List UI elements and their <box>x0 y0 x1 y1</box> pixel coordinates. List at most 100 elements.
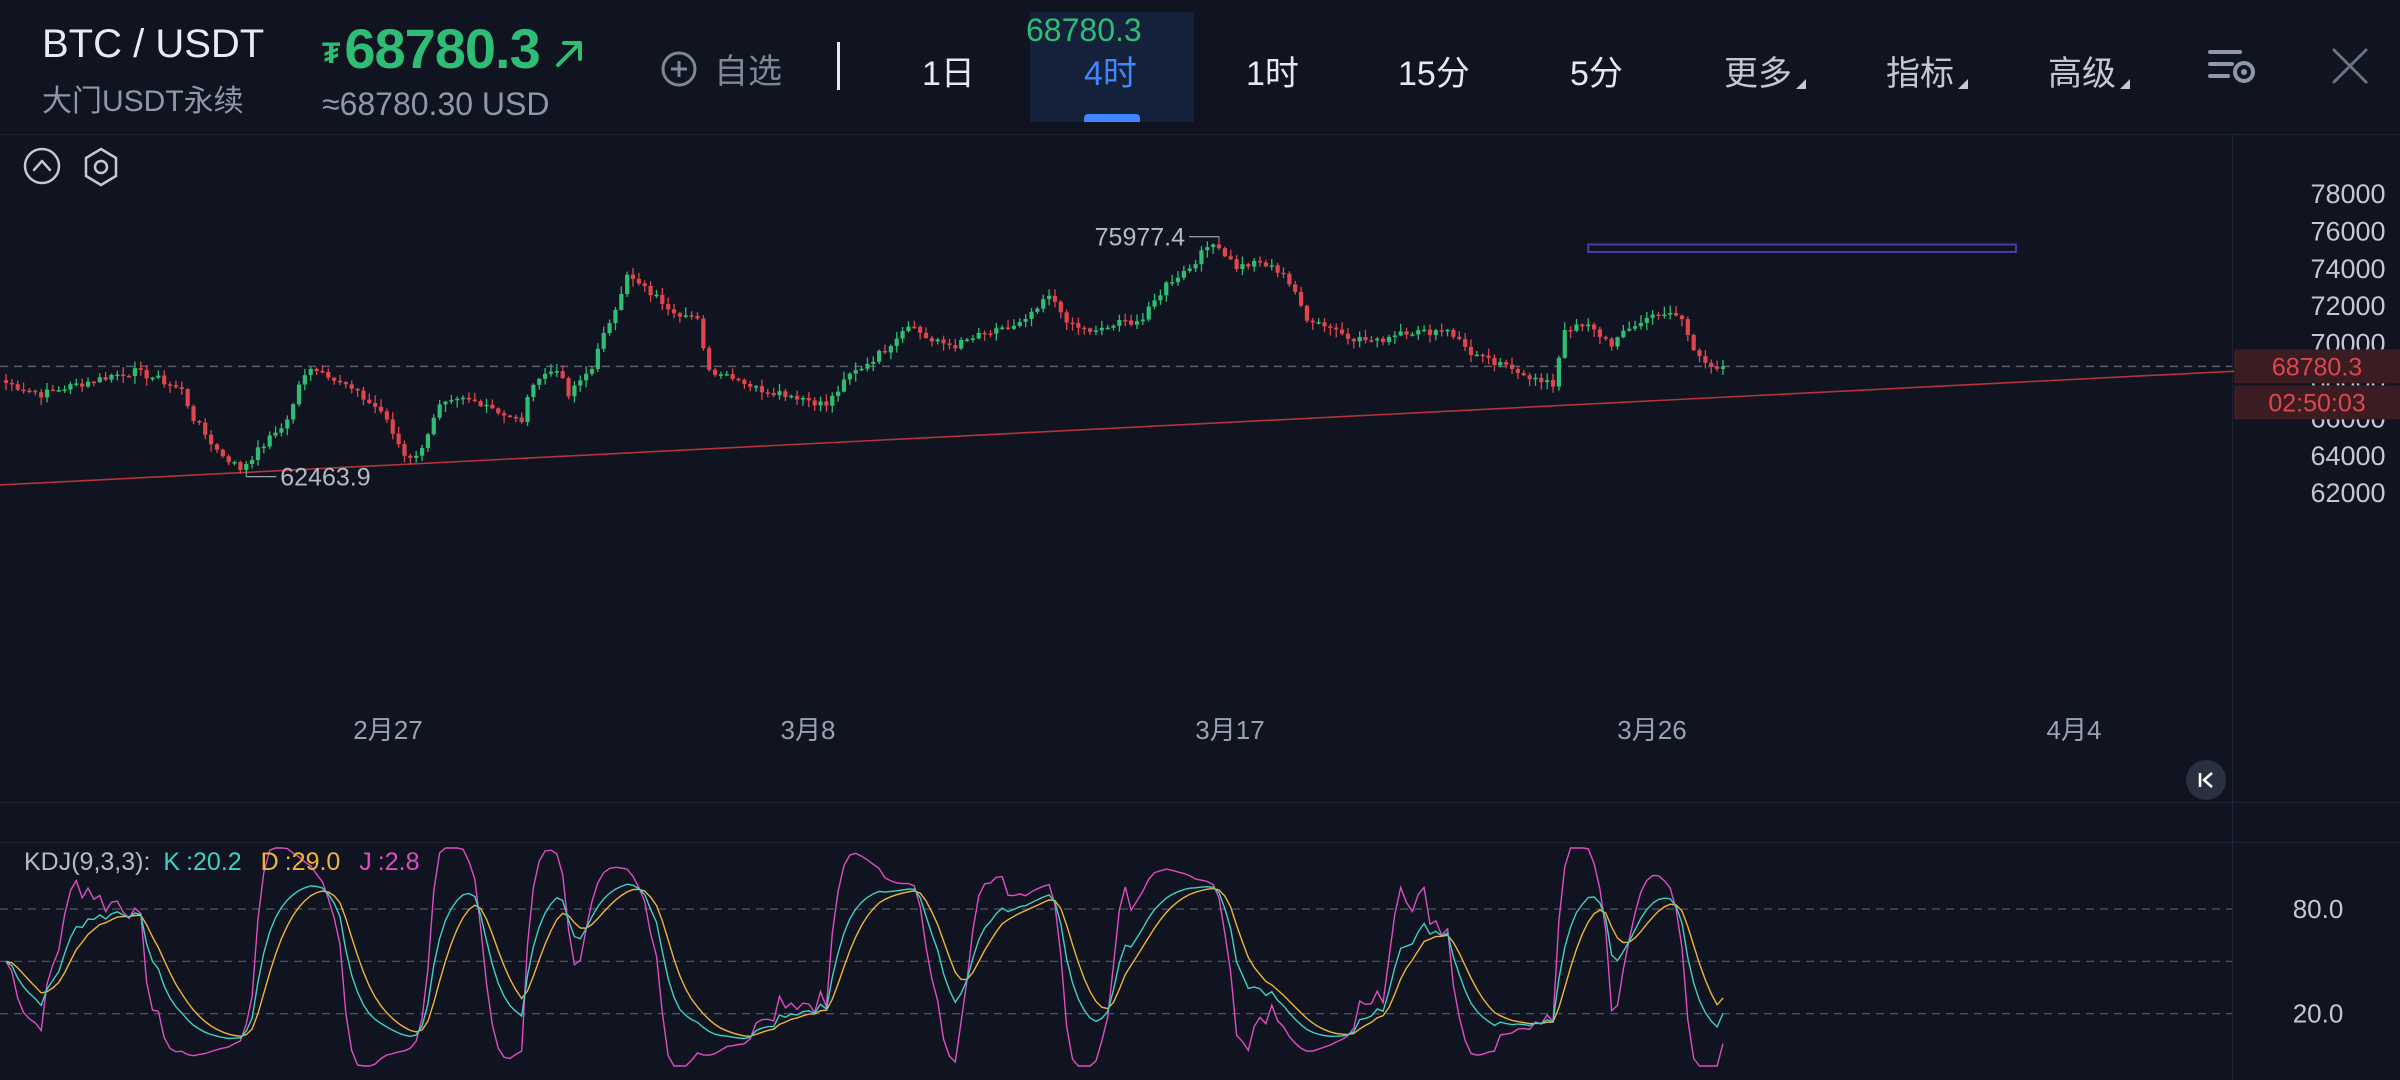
active-tab-highlight <box>1030 12 1194 122</box>
indicators-dropdown[interactable]: 指标 <box>1886 46 1968 95</box>
more-dropdown[interactable]: 更多 <box>1724 46 1806 95</box>
candle-body <box>419 447 425 456</box>
candle-body <box>1046 295 1052 300</box>
candle-body <box>1498 362 1503 366</box>
chart-settings-icon[interactable] <box>2206 44 2258 88</box>
candle-body <box>1164 282 1169 296</box>
candle-body <box>1134 321 1140 325</box>
candle-body <box>167 384 173 386</box>
countdown-tag-bg <box>2234 385 2400 420</box>
candle-body <box>1017 321 1022 326</box>
candle-body <box>1556 357 1561 387</box>
candle-body <box>50 389 55 392</box>
candle-body <box>1515 369 1520 374</box>
candle-body <box>1351 338 1356 342</box>
favorite-label: 自选 <box>714 53 782 91</box>
candle-body <box>27 390 32 392</box>
candle-body <box>9 382 14 385</box>
candle-body <box>21 389 26 392</box>
tab-1d[interactable]: 1日 <box>922 55 975 93</box>
candle-body <box>1070 322 1075 325</box>
candle-body <box>267 435 272 447</box>
candle-body <box>449 400 454 402</box>
time-axis-tick: 3月17 <box>1195 715 1264 745</box>
candle-body <box>894 338 899 347</box>
scroll-to-latest-button[interactable] <box>2186 760 2226 800</box>
time-axis-tick: 4月4 <box>2047 715 2102 745</box>
candle-body <box>296 384 302 405</box>
tab-1h[interactable]: 1时 <box>1246 55 1299 93</box>
candle-body <box>1211 244 1216 248</box>
candle-body <box>332 377 337 381</box>
candle-body <box>1339 329 1345 334</box>
candle-body <box>607 323 612 334</box>
tab-15m[interactable]: 15分 <box>1398 55 1470 93</box>
candle-body <box>1650 314 1655 318</box>
candle-body <box>753 386 759 388</box>
candle-body <box>795 395 800 400</box>
candle-body <box>273 432 278 436</box>
candle-body <box>1035 308 1040 312</box>
candle-body <box>115 374 120 377</box>
candle-body <box>496 408 501 414</box>
candle-body <box>378 406 384 412</box>
candle-body <box>566 378 571 397</box>
close-icon[interactable] <box>2330 46 2370 86</box>
candle-body <box>1691 334 1696 351</box>
candle-body <box>1328 326 1333 328</box>
candle-body <box>1058 301 1063 313</box>
candle-body <box>191 406 196 421</box>
candle-body <box>279 428 284 433</box>
price-display: ₮ 68780.3 <box>322 16 590 81</box>
candle-body <box>1123 320 1128 322</box>
tab-5m[interactable]: 5分 <box>1570 55 1623 93</box>
kdj-indicator-chart[interactable]: 80.0 20.0 <box>0 842 2400 1080</box>
candle-body <box>1140 319 1145 322</box>
price-axis-divider <box>2232 134 2233 1080</box>
candlestick-chart[interactable]: 7800076000740007200070000680006600064000… <box>0 134 2400 802</box>
advanced-dropdown[interactable]: 高级 <box>2048 46 2130 95</box>
candle-body <box>1269 265 1274 267</box>
candle-body <box>642 283 647 286</box>
candle-body <box>1568 330 1573 332</box>
tab-4h[interactable]: 4时 <box>1084 55 1137 93</box>
advanced-label: 高级 <box>2048 55 2116 93</box>
candle-body <box>103 377 108 380</box>
candle-body <box>1310 320 1315 323</box>
kdj-axis-tick: 80.0 <box>2293 894 2344 924</box>
skip-to-end-icon <box>2198 772 2213 788</box>
kdj-j-value: J:2.8 <box>359 848 420 876</box>
candle-body <box>250 460 255 464</box>
pair-title[interactable]: BTC / USDT <box>42 22 265 66</box>
candle-body <box>1088 328 1093 332</box>
candle-body <box>595 348 600 369</box>
candle-body <box>1404 331 1409 335</box>
candle-body <box>326 372 331 378</box>
candle-body <box>1234 259 1239 270</box>
collapse-chevron-icon[interactable] <box>22 146 62 186</box>
candle-body <box>906 326 911 332</box>
candle-body <box>877 350 882 362</box>
candle-body <box>736 378 741 381</box>
candle-body <box>888 346 893 353</box>
time-axis-tick: 2月27 <box>353 715 422 745</box>
candle-body <box>1463 338 1468 347</box>
price-axis-tick: 64000 <box>2310 441 2385 471</box>
candle-body <box>660 294 665 305</box>
candle-body <box>666 304 671 310</box>
candle-body <box>1433 330 1438 336</box>
candle-body <box>994 328 999 334</box>
candle-body <box>765 392 770 394</box>
candle-body <box>460 397 466 400</box>
indicators-label: 指标 <box>1886 55 1954 93</box>
price-tag-bg <box>2234 349 2400 384</box>
candle-body <box>1486 355 1491 358</box>
gear-icon[interactable] <box>80 146 122 188</box>
candle-body <box>414 455 419 458</box>
candle-body <box>929 338 934 342</box>
kdj-k-value: K:20.2 <box>163 848 242 876</box>
candle-body <box>1504 362 1509 365</box>
candle-body <box>1170 282 1175 284</box>
candle-body <box>1146 306 1151 320</box>
add-favorite-button[interactable]: 自选 <box>660 44 782 93</box>
